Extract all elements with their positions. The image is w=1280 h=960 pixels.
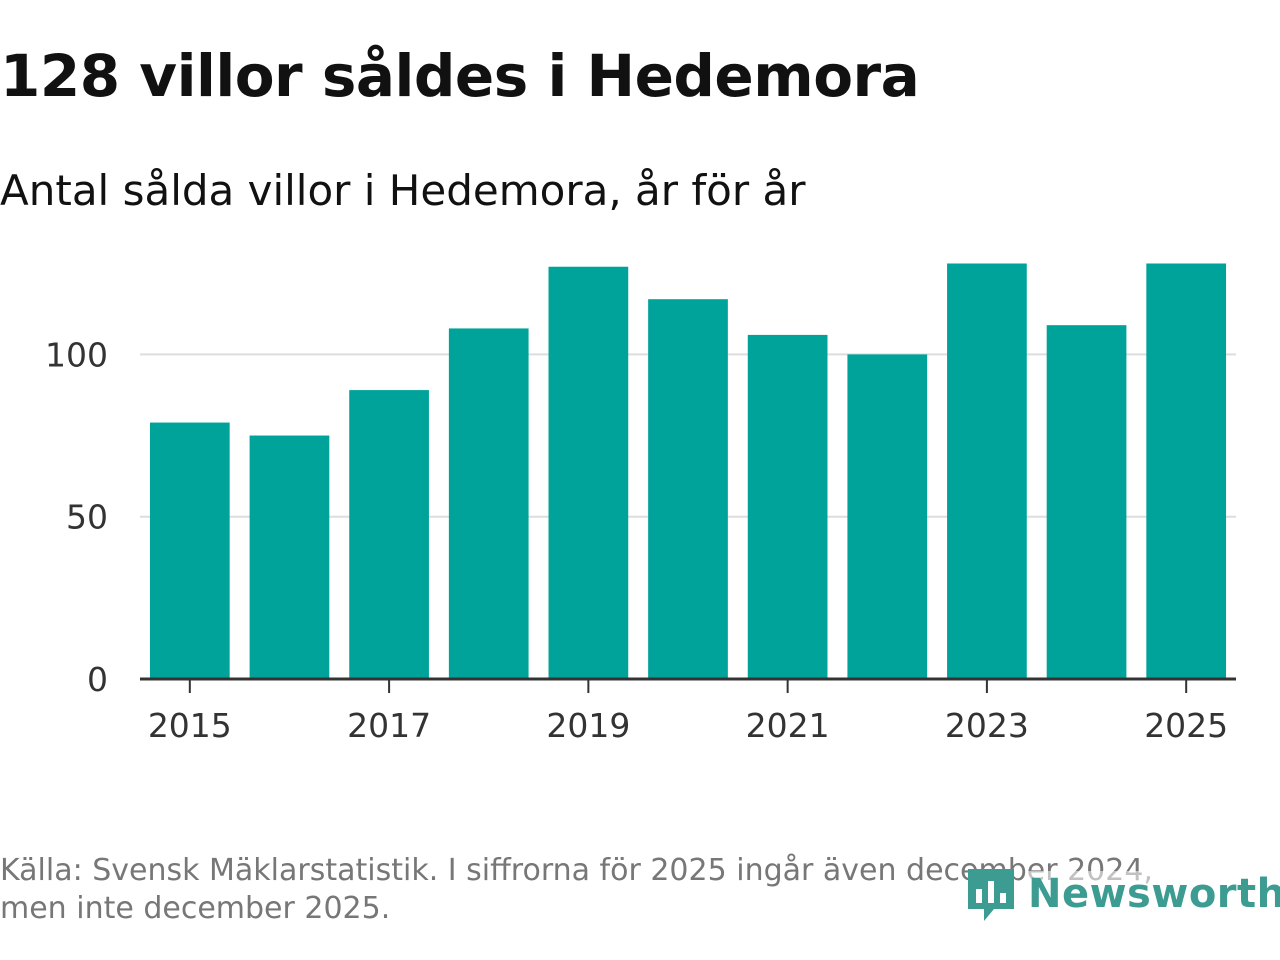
chart-title: 128 villor såldes i Hedemora [0, 42, 920, 110]
bar-2015 [149, 422, 230, 679]
bar-2023 [947, 263, 1027, 679]
source-line-1: Källa: Svensk Mäklarstatistik. I siffror… [0, 853, 1153, 888]
bar-2024 [1046, 325, 1127, 679]
y-tick-label: 0 [87, 660, 108, 699]
x-tick-label: 2025 [1144, 706, 1228, 745]
source-line-2: men inte december 2025. [0, 891, 391, 926]
bar-2016 [249, 435, 330, 679]
brand-name: Newsworthy [1028, 871, 1280, 917]
source-note: Källa: Svensk Mäklarstatistik. I siffror… [0, 852, 1240, 928]
newsworthy-logo-icon [968, 869, 1014, 921]
x-tick-label: 2015 [148, 706, 232, 745]
bar-2020 [648, 299, 728, 679]
chart-subtitle: Antal sålda villor i Hedemora, år för år [0, 166, 806, 215]
y-tick-label: 100 [45, 335, 108, 374]
x-tick-label: 2021 [746, 706, 830, 745]
bar-2021 [747, 334, 828, 679]
y-tick-label: 50 [66, 498, 108, 537]
bar-2022 [847, 354, 928, 679]
y-axis-labels: 0 50 100 [45, 335, 108, 699]
bar-2019 [548, 266, 629, 679]
x-tick-label: 2023 [945, 706, 1029, 745]
bar-2025 [1146, 263, 1227, 679]
x-tick-label: 2017 [347, 706, 431, 745]
x-tick-label: 2019 [546, 706, 630, 745]
x-axis [140, 677, 1236, 693]
bars [149, 263, 1227, 679]
newsworthy-logo: Newsworthy [964, 862, 1280, 926]
bar-2018 [448, 328, 529, 679]
bar-2017 [349, 390, 429, 679]
x-axis-labels: 2015 2017 2019 2021 2023 2025 [148, 706, 1228, 745]
